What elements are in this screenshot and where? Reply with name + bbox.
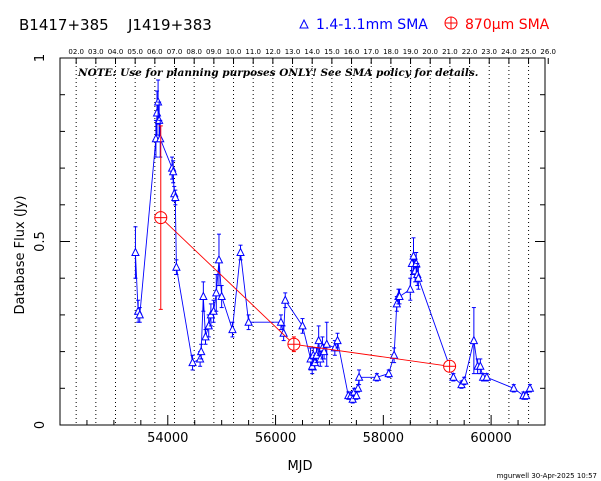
top-axis-label: 14.0 xyxy=(304,48,320,56)
top-axis-label: 21.0 xyxy=(442,48,458,56)
data-point xyxy=(244,317,253,326)
data-point xyxy=(389,350,399,359)
top-axis-label: 11.0 xyxy=(245,48,261,56)
top-axis-label: 13.0 xyxy=(285,48,301,56)
series-1.4-1.1mm xyxy=(131,79,535,404)
data-point xyxy=(482,372,492,381)
top-axis-label: 22.0 xyxy=(462,48,478,56)
data-point xyxy=(409,251,418,260)
top-axis-label: 19.0 xyxy=(403,48,419,56)
top-axis-label: 03.0 xyxy=(88,48,104,56)
y-tick-label: 1 xyxy=(33,54,48,62)
top-axis-label: 16.0 xyxy=(344,48,360,56)
y-tick-label: 0.5 xyxy=(33,231,48,252)
top-axis-label: 17.0 xyxy=(363,48,379,56)
legend: 1.4-1.1mm SMA 870μm SMA xyxy=(299,16,550,33)
x-tick-label: 60000 xyxy=(470,431,511,446)
top-axis-label: 25.0 xyxy=(521,48,537,56)
y-axis-tick-labels: 00.51 xyxy=(33,54,48,429)
data-point xyxy=(276,317,286,326)
top-axis-gridlines xyxy=(75,58,530,425)
data-point xyxy=(298,320,307,330)
data-point xyxy=(214,254,224,264)
legend-triangle-icon xyxy=(299,18,309,29)
top-axis-label: 23.0 xyxy=(481,48,497,56)
data-point xyxy=(236,247,245,257)
x-tick-label: 56000 xyxy=(255,431,296,446)
top-axis-label: 18.0 xyxy=(383,48,399,56)
top-axis-label: 20.0 xyxy=(422,48,438,56)
x-axis-label: MJD xyxy=(287,459,312,474)
data-point xyxy=(172,262,181,271)
legend-circle-plus-icon xyxy=(444,16,458,30)
data-point xyxy=(314,335,323,345)
footer-stamp: mgurwell 30-Apr-2025 10:57 xyxy=(497,472,597,480)
top-axis-label: 09.0 xyxy=(206,48,222,56)
data-point xyxy=(131,247,140,257)
data-point xyxy=(188,357,197,367)
data-point xyxy=(155,133,165,143)
data-point xyxy=(525,383,535,392)
top-axis-label: 24.0 xyxy=(501,48,517,56)
data-point xyxy=(217,291,226,301)
data-point xyxy=(333,335,342,345)
top-axis-label: 04.0 xyxy=(108,48,124,56)
data-point xyxy=(353,383,363,392)
axis-ticks xyxy=(60,57,549,426)
plot-frame xyxy=(59,57,546,426)
top-axis-label: 15.0 xyxy=(324,48,340,56)
data-point xyxy=(521,390,531,400)
top-axis-label: 06.0 xyxy=(147,48,163,56)
top-axis-label: 26.0 xyxy=(540,48,556,56)
x-axis-tick-labels: 54000 56000 58000 60000 xyxy=(147,431,512,446)
data-point xyxy=(322,339,332,348)
top-axis-labels: 02.0 03.0 04.0 05.0 06.0 07.0 08.0 09.0 10.0 11.0… xyxy=(68,48,556,56)
data-point xyxy=(319,346,329,356)
data-point xyxy=(384,368,394,378)
data-point xyxy=(414,273,423,282)
data-point xyxy=(405,284,415,293)
data-point xyxy=(395,291,404,301)
top-axis-label: 05.0 xyxy=(127,48,143,56)
data-point xyxy=(135,309,145,319)
x-tick-label: 58000 xyxy=(363,431,404,446)
top-axis-label: 08.0 xyxy=(186,48,202,56)
data-point xyxy=(509,383,519,392)
legend-label-blue: 1.4-1.1mm SMA xyxy=(316,17,428,33)
series-870um xyxy=(154,125,457,373)
data-point xyxy=(199,291,208,301)
top-axis-label: 02.0 xyxy=(68,48,84,56)
data-point xyxy=(372,372,382,381)
top-axis-label: 12.0 xyxy=(265,48,281,56)
data-point xyxy=(449,372,458,381)
planning-note: NOTE: Use for planning purposes ONLY! Se… xyxy=(77,67,478,79)
top-axis-label: 10.0 xyxy=(226,48,242,56)
x-tick-label: 54000 xyxy=(147,431,188,446)
data-point xyxy=(459,375,469,385)
alt-source-name: J1419+383 xyxy=(127,16,212,34)
legend-label-red: 870μm SMA xyxy=(465,17,550,33)
data-point xyxy=(168,166,178,176)
data-point xyxy=(228,324,237,334)
data-point xyxy=(352,390,361,400)
data-point xyxy=(196,346,206,356)
data-point xyxy=(171,192,180,201)
top-axis-label: 07.0 xyxy=(167,48,183,56)
data-point xyxy=(476,361,485,370)
y-tick-label: 0 xyxy=(33,421,48,429)
data-point xyxy=(211,287,221,297)
source-name: B1417+385 xyxy=(19,16,109,34)
data-point xyxy=(354,372,364,381)
data-point xyxy=(280,295,290,304)
data-point xyxy=(469,335,479,345)
y-axis-label: Database Flux (Jy) xyxy=(13,196,28,315)
